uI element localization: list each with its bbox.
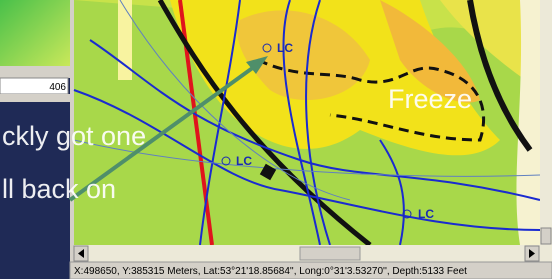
legend-swatch [0, 0, 70, 66]
panel-gap [0, 94, 70, 102]
screenshot: 406 LC LC LC ckly got one [0, 0, 552, 279]
map-label: LC [236, 154, 252, 168]
panel-gap [0, 66, 70, 78]
map-label: LC [418, 207, 434, 221]
status-text: X:498650, Y:385315 Meters, Lat:53°21'18.… [74, 266, 467, 277]
scroll-button[interactable] [541, 228, 551, 244]
overlay-text: ll back on [2, 174, 116, 204]
field-value: 406 [49, 82, 66, 93]
overlay-text: ckly got one [2, 121, 146, 151]
overlay-text: Freeze [388, 84, 472, 114]
page: {"left_panel": {"field_value": "406"}, "… [0, 0, 552, 279]
map-label: LC [277, 41, 293, 55]
vertical-scrollbar[interactable] [540, 0, 552, 245]
scroll-thumb[interactable] [300, 247, 360, 260]
